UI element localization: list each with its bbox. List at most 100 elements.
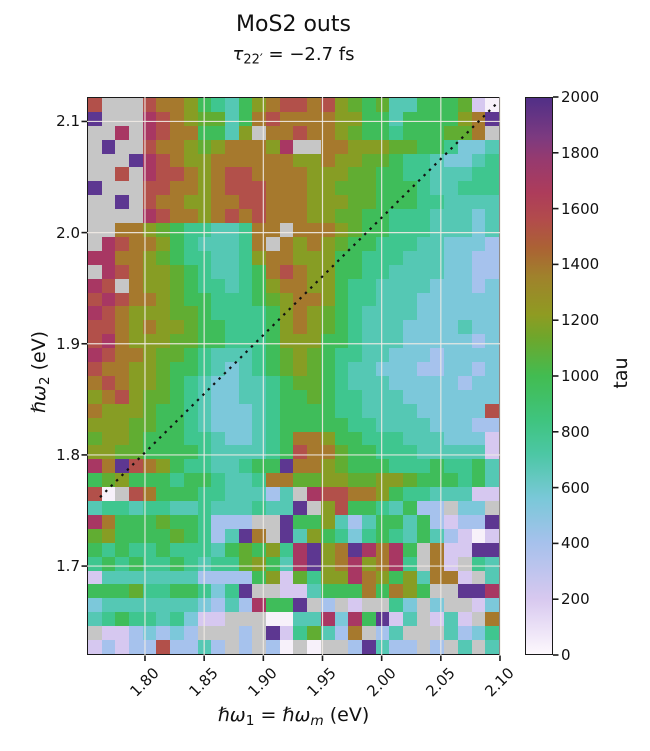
heatmap-cell <box>129 320 143 335</box>
heatmap-cell <box>170 570 184 585</box>
heatmap-cell <box>389 487 404 502</box>
heatmap-cell <box>197 584 212 599</box>
heatmap-cell <box>444 348 458 363</box>
heatmap-cell <box>403 612 417 627</box>
heatmap-cell <box>115 431 130 446</box>
heatmap-cell <box>115 528 130 543</box>
heatmap-cell <box>101 125 116 140</box>
heatmap-cell <box>88 612 102 627</box>
heatmap-cell <box>170 584 184 599</box>
heatmap-cell <box>88 528 102 543</box>
heatmap-cell <box>307 570 321 585</box>
heatmap-cell <box>457 528 472 543</box>
heatmap-cell <box>430 640 445 654</box>
heatmap-cell <box>430 431 445 446</box>
heatmap-cell <box>457 334 472 349</box>
heatmap-cell <box>416 264 431 279</box>
heatmap-cell <box>197 375 212 390</box>
heatmap-cell <box>485 195 499 210</box>
heatmap-cell <box>211 389 225 404</box>
heatmap-cell <box>170 320 184 335</box>
heatmap-cell <box>279 98 294 112</box>
heatmap-cell <box>348 501 362 515</box>
heatmap-cell <box>129 153 143 168</box>
heatmap-cell <box>129 195 143 210</box>
heatmap-cell <box>485 250 499 265</box>
heatmap-cell <box>375 487 390 502</box>
heatmap-cell <box>444 389 458 404</box>
heatmap-cell <box>403 459 417 474</box>
heatmap-cell <box>375 598 390 613</box>
heatmap-cell <box>156 236 171 251</box>
heatmap-cell <box>457 362 472 376</box>
heatmap-cell <box>238 389 253 404</box>
heatmap-cell <box>224 125 239 140</box>
heatmap-cell <box>416 153 431 168</box>
heatmap-cell <box>320 209 335 224</box>
heatmap-cell <box>320 334 335 349</box>
heatmap-cell <box>320 278 335 293</box>
heatmap-cell <box>183 626 198 641</box>
heatmap-cell <box>170 417 184 432</box>
heatmap-cell <box>115 403 130 418</box>
heatmap-cell <box>279 223 294 237</box>
heatmap-cell <box>156 167 171 182</box>
heatmap-cell <box>224 348 239 363</box>
heatmap-cell <box>320 320 335 335</box>
heatmap-cell <box>348 334 362 349</box>
heatmap-cell <box>334 487 349 502</box>
colorbar-tick-label: 200 <box>561 590 590 609</box>
heatmap-cell <box>211 264 225 279</box>
heatmap-cell <box>334 556 349 571</box>
heatmap-cell <box>88 417 102 432</box>
heatmap-cell <box>170 125 184 140</box>
heatmap-cell <box>224 236 239 251</box>
heatmap-cell <box>115 167 130 182</box>
heatmap-cell <box>183 514 198 529</box>
heatmap-cell <box>403 306 417 321</box>
heatmap-cell <box>485 445 499 460</box>
heatmap-cell <box>88 584 102 599</box>
heatmap-cell <box>170 375 184 390</box>
heatmap-cell <box>389 334 404 349</box>
heatmap-cell <box>361 139 376 154</box>
heatmap-cell <box>389 626 404 641</box>
heatmap-cell <box>142 139 157 154</box>
heatmap-cell <box>471 584 486 599</box>
heatmap-cell <box>170 278 184 293</box>
heatmap-cell <box>156 570 171 585</box>
heatmap-cell <box>307 236 321 251</box>
heatmap-cell <box>252 195 267 210</box>
heatmap-cell <box>224 250 239 265</box>
heatmap-cell <box>389 431 404 446</box>
heatmap-cell <box>444 236 458 251</box>
heatmap-cell <box>211 598 225 613</box>
heatmap-cell <box>348 612 362 627</box>
heatmap-cell <box>334 598 349 613</box>
heatmap-cell <box>197 139 212 154</box>
heatmap-cell <box>183 125 198 140</box>
heatmap-cell <box>293 292 308 307</box>
heatmap-cell <box>320 445 335 460</box>
label-part: (eV) <box>323 704 370 726</box>
heatmap-cell <box>156 139 171 154</box>
heatmap-cell <box>485 542 499 557</box>
heatmap-cell <box>389 278 404 293</box>
heatmap-cell <box>375 139 390 154</box>
heatmap-cell <box>416 459 431 474</box>
heatmap-cell <box>403 598 417 613</box>
heatmap-cell <box>334 167 349 182</box>
heatmap-cell <box>252 125 267 140</box>
heatmap-cell <box>224 306 239 321</box>
heatmap-cell <box>307 181 321 196</box>
heatmap-cell <box>430 528 445 543</box>
heatmap-cell <box>444 375 458 390</box>
heatmap-cell <box>101 570 116 585</box>
heatmap-cell <box>471 542 486 557</box>
heatmap-cell <box>416 348 431 363</box>
heatmap-cell <box>471 389 486 404</box>
heatmap-cell <box>430 348 445 363</box>
heatmap-cell <box>115 556 130 571</box>
heatmap-cell <box>170 264 184 279</box>
heatmap-cell <box>320 139 335 154</box>
